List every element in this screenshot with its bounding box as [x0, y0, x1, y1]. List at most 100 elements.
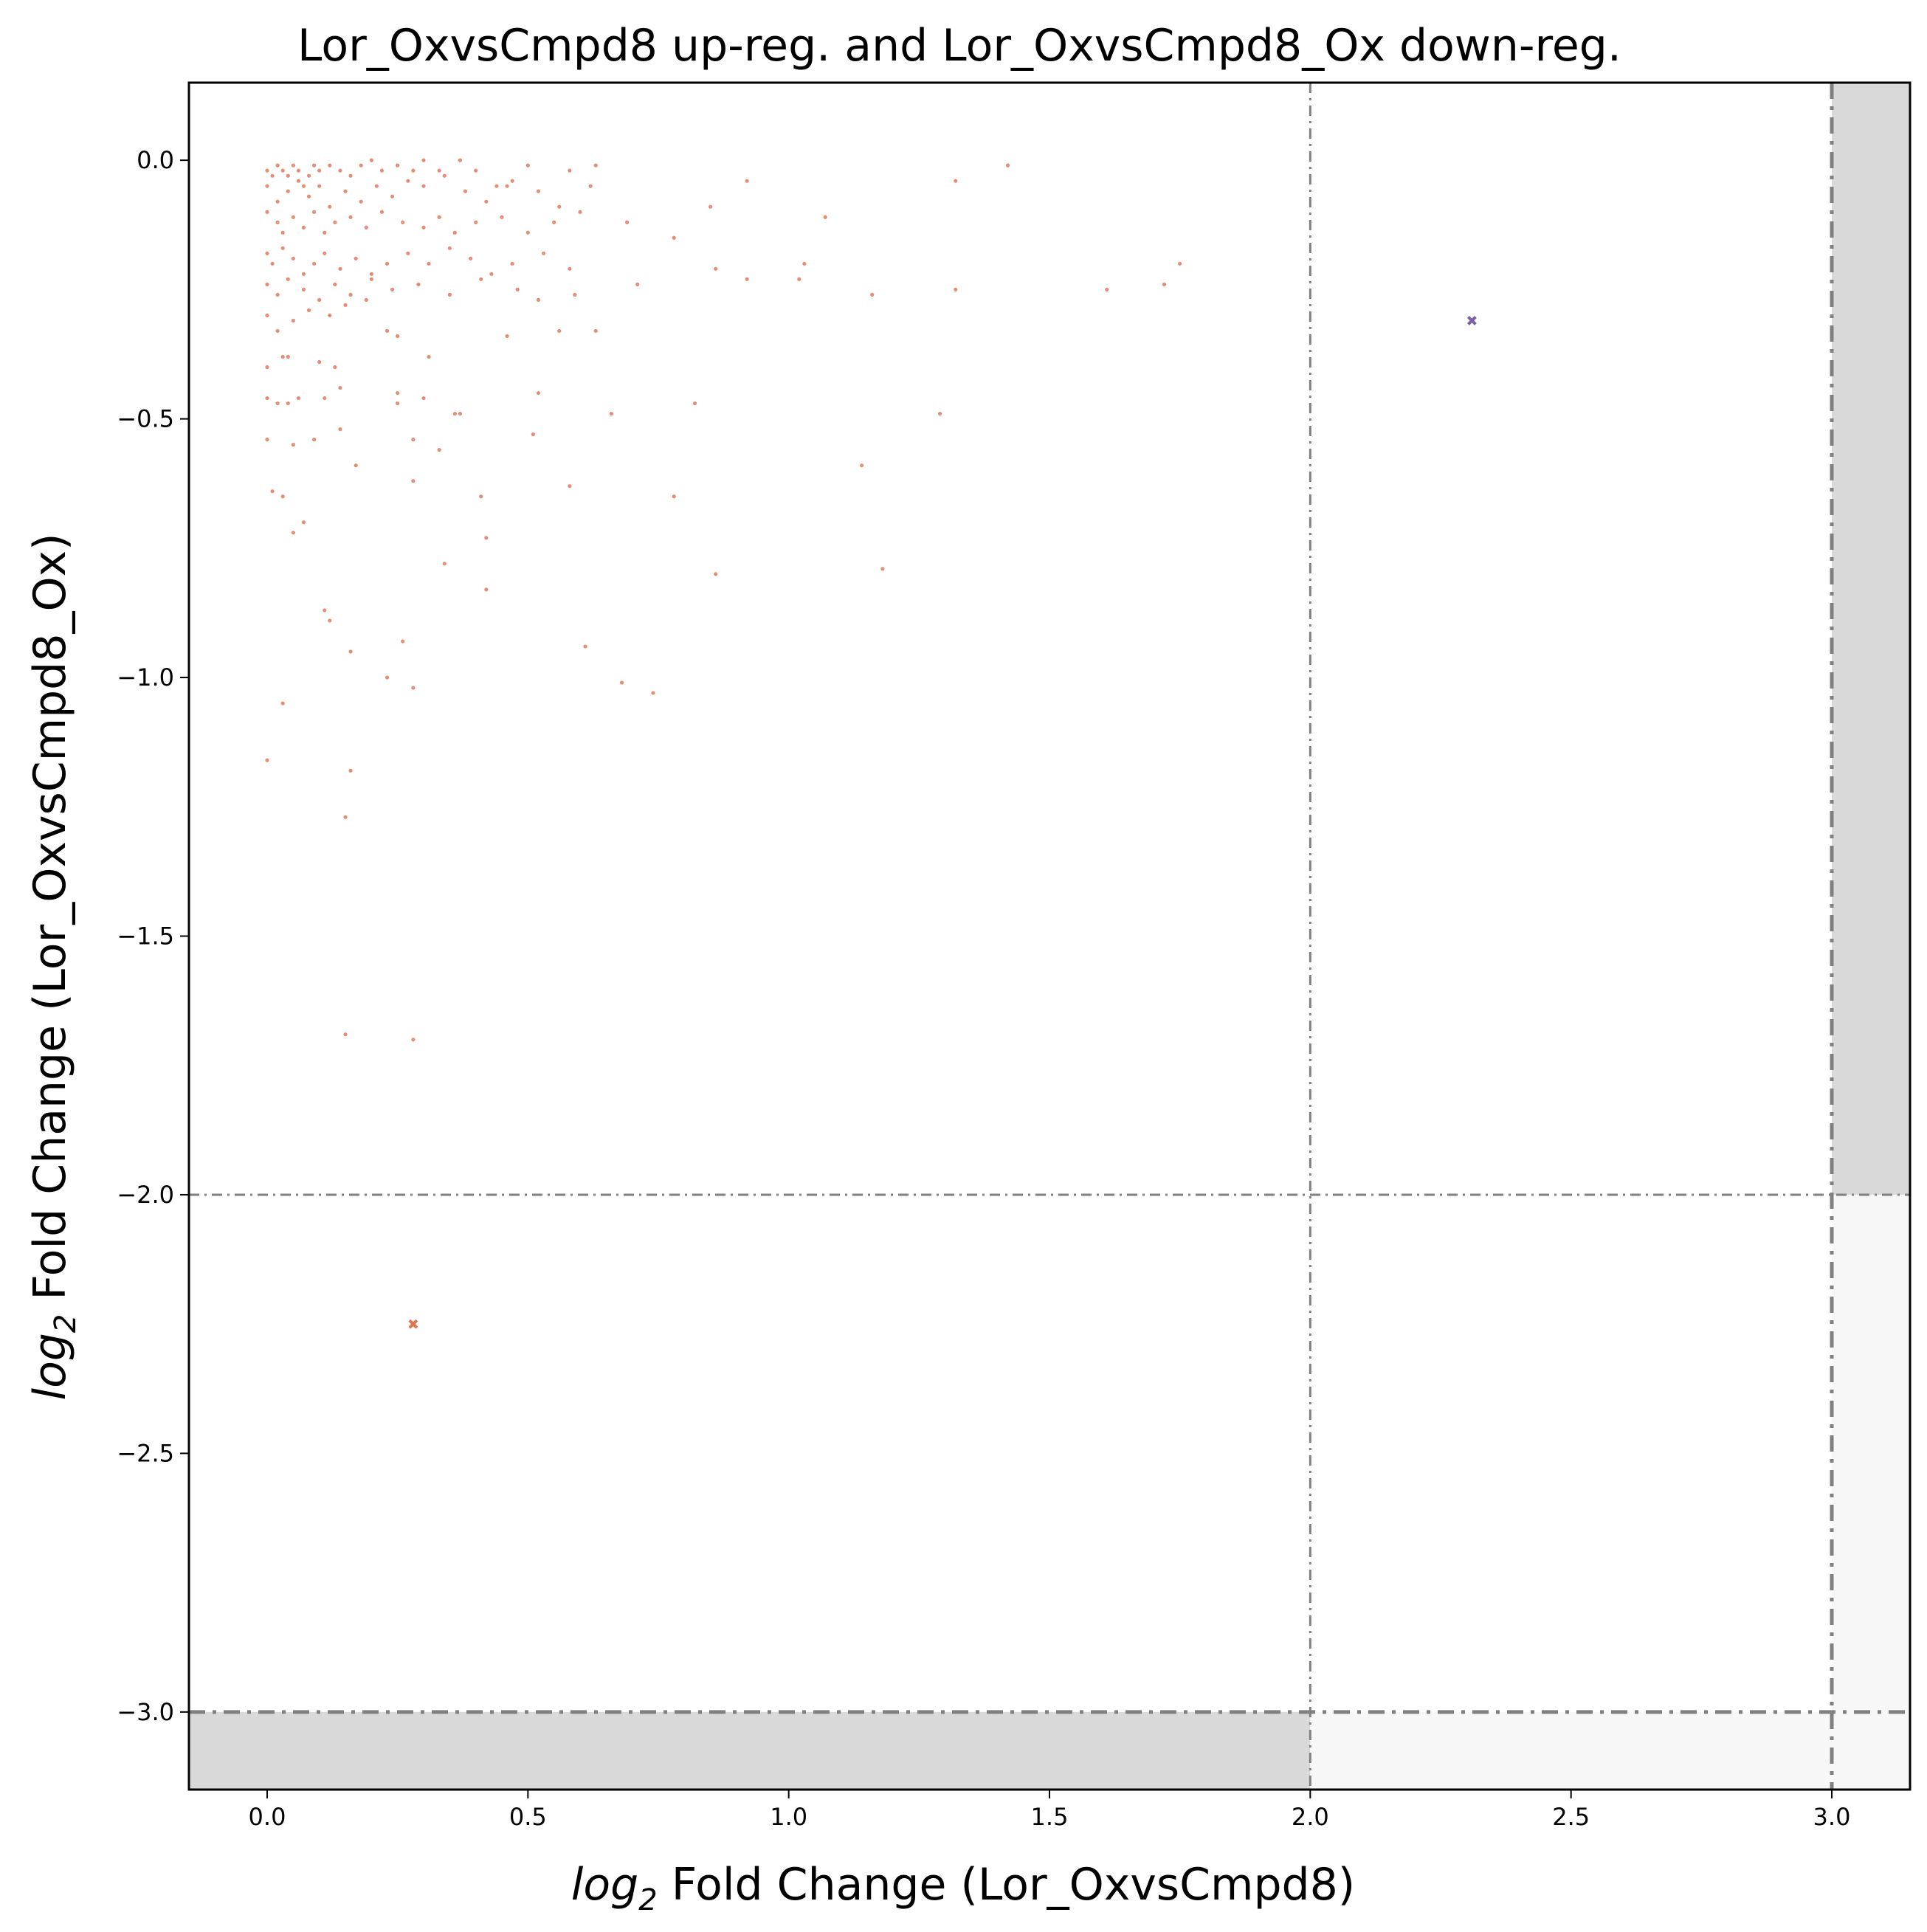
data-point — [301, 520, 306, 525]
data-point — [411, 686, 416, 690]
data-point — [463, 189, 468, 193]
data-point — [635, 282, 640, 286]
x-tick-label: 2.5 — [1552, 1803, 1590, 1831]
data-point — [484, 199, 489, 204]
y-tick-label: −1.0 — [117, 663, 174, 691]
data-point — [823, 215, 827, 219]
data-point — [954, 179, 958, 183]
threshold-lines — [189, 83, 1910, 1790]
data-point — [396, 401, 400, 406]
data-point — [296, 168, 300, 173]
data-point — [1105, 287, 1109, 291]
highlight-point — [1466, 316, 1477, 325]
data-point — [312, 163, 317, 168]
data-point — [369, 277, 373, 281]
data-point — [406, 251, 410, 255]
shade-corner-bottom — [1310, 1711, 1832, 1790]
data-point — [672, 235, 676, 240]
data-point — [312, 438, 317, 442]
data-point — [709, 204, 713, 209]
data-point — [348, 215, 353, 219]
data-point — [870, 292, 875, 297]
data-point — [291, 256, 295, 261]
data-point — [317, 359, 322, 365]
data-point — [275, 401, 280, 406]
data-point — [583, 644, 587, 649]
data-point — [374, 184, 379, 188]
data-point — [427, 261, 431, 266]
data-point — [301, 287, 306, 291]
data-point — [265, 365, 269, 370]
x-axis-ticks: 0.0 0.5 1.0 1.5 2.0 2.5 3.0 — [249, 1790, 1851, 1831]
data-point — [573, 292, 577, 297]
data-point — [369, 158, 373, 162]
data-point — [286, 401, 290, 406]
data-point — [286, 189, 290, 193]
data-point — [343, 1032, 348, 1037]
data-point — [593, 328, 598, 334]
data-point — [323, 608, 327, 613]
data-point — [536, 390, 541, 396]
data-point — [479, 277, 483, 281]
shade-y-outer — [189, 1711, 1311, 1790]
data-point — [447, 292, 452, 297]
data-point — [568, 168, 572, 173]
data-point — [458, 158, 463, 162]
data-point — [280, 354, 285, 359]
data-point — [270, 489, 275, 494]
x-tick-label: 3.0 — [1813, 1803, 1851, 1831]
data-point — [568, 266, 572, 271]
data-point — [510, 179, 514, 183]
data-point — [510, 261, 514, 266]
y-tick-label: −1.5 — [117, 922, 174, 951]
data-point — [348, 768, 353, 773]
chart-title: Lor_OxvsCmpd8 up-reg. and Lor_OxvsCmpd8_… — [297, 20, 1621, 72]
data-point — [280, 230, 285, 235]
data-point — [301, 184, 306, 188]
data-point — [954, 287, 958, 291]
data-point — [536, 189, 541, 193]
data-point — [421, 158, 426, 162]
data-point — [286, 277, 290, 281]
data-point — [469, 256, 473, 261]
data-point — [452, 411, 458, 416]
data-point — [411, 168, 416, 173]
data-point — [364, 297, 368, 302]
data-point — [359, 163, 363, 168]
x-axis-label: log2 Fold Change (Lor_OxvsCmpd8) — [571, 1859, 1355, 1917]
data-point — [479, 494, 483, 499]
data-point — [265, 251, 269, 255]
data-point — [421, 184, 426, 188]
x-axis-label-text: Fold Change (Lor_OxvsCmpd8) — [658, 1859, 1356, 1911]
x-axis-label-log: log — [571, 1859, 638, 1911]
data-point — [390, 194, 395, 199]
data-point — [291, 163, 295, 168]
data-point — [416, 282, 421, 286]
shade-corner-right — [1832, 1194, 1910, 1790]
data-point — [280, 168, 285, 173]
x-tick-label: 2.0 — [1292, 1803, 1329, 1831]
data-point — [411, 479, 416, 483]
data-point — [938, 411, 942, 416]
data-point — [296, 396, 300, 401]
y-tick-label: 0.0 — [137, 146, 174, 174]
data-point — [338, 266, 342, 271]
data-point — [328, 163, 332, 168]
data-point — [369, 272, 373, 276]
data-point — [312, 210, 317, 214]
data-point — [333, 220, 337, 224]
data-point — [406, 179, 410, 183]
data-point — [348, 292, 353, 297]
data-point — [291, 531, 295, 535]
data-point — [291, 318, 295, 323]
data-point — [557, 204, 562, 209]
data-point — [333, 365, 337, 370]
y-axis-label-sub: 2 — [49, 1314, 83, 1333]
data-point — [359, 199, 363, 204]
data-point — [536, 297, 541, 302]
data-point — [714, 266, 718, 271]
data-point — [343, 189, 348, 193]
data-point — [578, 210, 582, 214]
data-point — [348, 649, 353, 654]
